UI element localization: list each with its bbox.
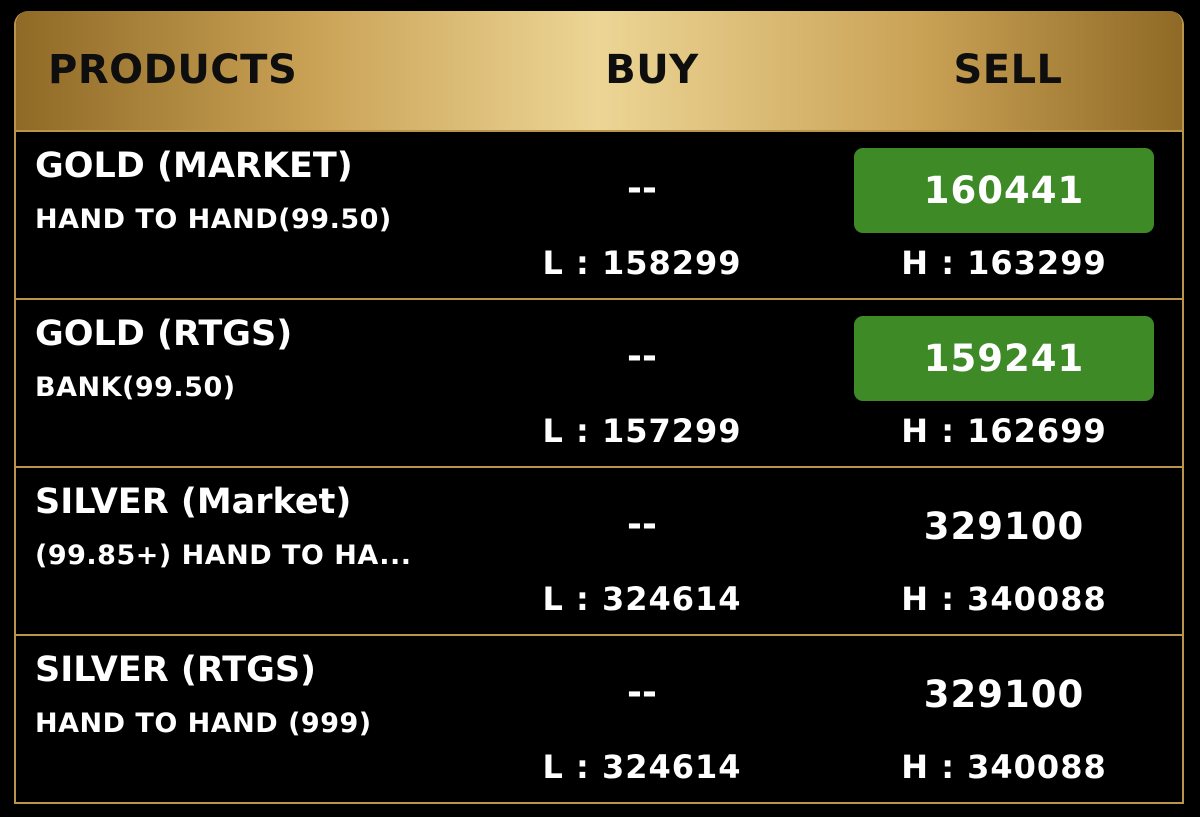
high-price: H : 340088 [901,748,1107,786]
table-header: PRODUCTS BUY SELL [16,11,1182,132]
sell-price-badge[interactable]: 160441 [854,148,1154,233]
sell-price[interactable]: 329100 [923,673,1085,716]
product-name: GOLD (MARKET) [35,146,353,186]
product-row-silver-market[interactable]: SILVER (Market) (99.85+) HAND TO HA... -… [16,468,1182,636]
low-price: L : 324614 [542,748,742,786]
sell-price[interactable]: 329100 [923,505,1085,548]
product-name: SILVER (RTGS) [35,650,317,690]
low-price: L : 158299 [542,244,742,282]
header-sell: SELL [953,47,1063,93]
sell-price-badge[interactable]: 159241 [854,316,1154,401]
product-row-silver-rtgs[interactable]: SILVER (RTGS) HAND TO HAND (999) -- L : … [16,636,1182,802]
high-price: H : 340088 [901,580,1107,618]
product-subtitle: BANK(99.50) [35,372,236,403]
product-row-gold-rtgs[interactable]: GOLD (RTGS) BANK(99.50) -- L : 157299 15… [16,300,1182,468]
product-name: SILVER (Market) [35,482,352,522]
low-price: L : 157299 [542,412,742,450]
low-price: L : 324614 [542,580,742,618]
high-price: H : 163299 [901,244,1107,282]
product-row-gold-market[interactable]: GOLD (MARKET) HAND TO HAND(99.50) -- L :… [16,132,1182,300]
header-buy: BUY [605,47,699,93]
header-products: PRODUCTS [48,47,298,93]
buy-price: -- [627,336,657,377]
product-subtitle: HAND TO HAND(99.50) [35,204,392,235]
buy-price: -- [627,168,657,209]
high-price: H : 162699 [901,412,1107,450]
rates-table: PRODUCTS BUY SELL GOLD (MARKET) HAND TO … [14,11,1184,804]
product-name: GOLD (RTGS) [35,314,293,354]
buy-price: -- [627,672,657,713]
buy-price: -- [627,504,657,545]
product-subtitle: HAND TO HAND (999) [35,708,372,739]
product-subtitle: (99.85+) HAND TO HA... [35,540,412,571]
